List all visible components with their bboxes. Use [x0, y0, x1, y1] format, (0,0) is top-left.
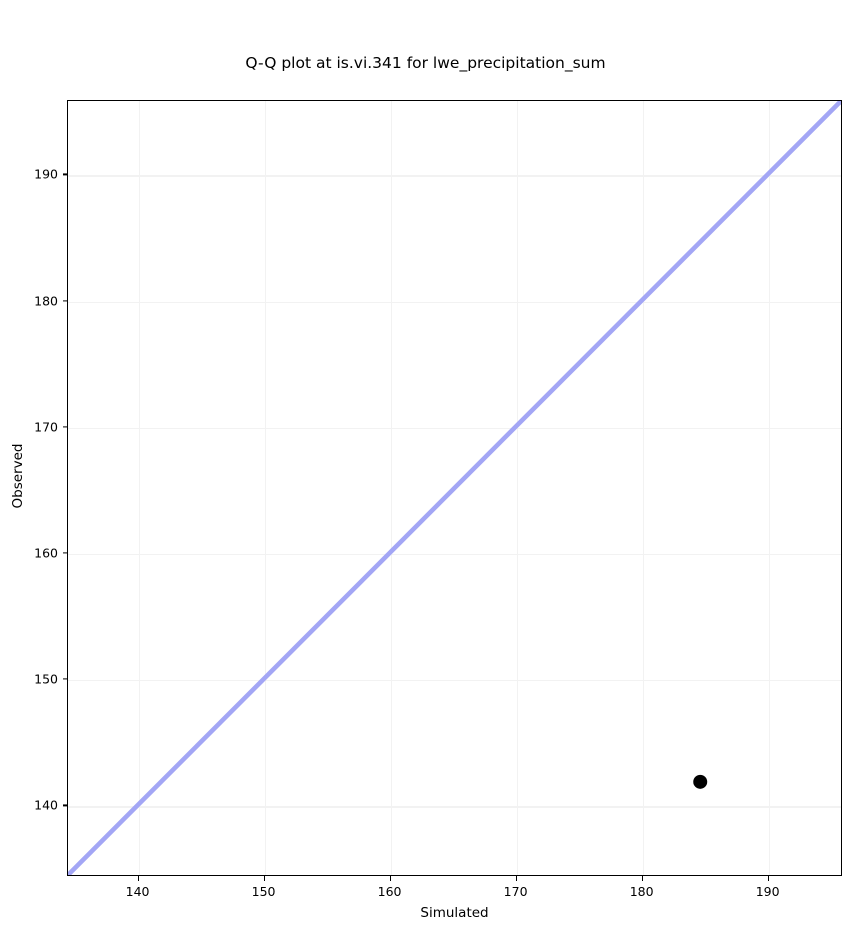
y-tick-mark — [62, 678, 67, 680]
y-tick-mark — [62, 804, 67, 806]
x-tick-labels: 140 150 160 170 180 190 — [67, 884, 842, 904]
gridline-horizontal — [68, 680, 841, 682]
x-tick-label: 150 — [251, 884, 276, 899]
y-tick-label: 150 — [34, 671, 58, 687]
y-tick-mark — [62, 173, 67, 176]
gridline-vertical — [390, 101, 392, 875]
scatter-points — [693, 774, 708, 789]
y-tick-labels: 140 150 160 170 180 190 — [0, 100, 58, 876]
one-to-one-line — [68, 101, 841, 875]
y-tick-mark — [62, 300, 67, 302]
x-tick-mark — [263, 876, 265, 881]
plot-area — [67, 100, 842, 876]
y-tick-mark — [62, 426, 67, 428]
y-axis-label: Observed — [10, 443, 26, 509]
x-tick-label: 170 — [503, 884, 528, 899]
x-tick-mark — [767, 876, 769, 881]
y-tick-marks — [0, 100, 67, 876]
x-tick-mark — [389, 876, 391, 881]
x-tick-label: 140 — [125, 884, 150, 899]
gridline-vertical — [138, 101, 140, 875]
gridline-vertical — [516, 101, 518, 875]
gridline-horizontal — [68, 175, 841, 177]
x-tick-mark — [137, 876, 139, 881]
x-tick-label: 160 — [377, 884, 402, 899]
reference-line-layer — [68, 101, 841, 875]
x-tick-label: 180 — [629, 884, 654, 899]
x-tick-mark — [641, 876, 643, 881]
x-axis-label: Simulated — [420, 905, 489, 921]
gridline-vertical — [264, 101, 266, 875]
x-tick-marks — [67, 876, 842, 882]
y-tick-label: 190 — [34, 166, 58, 182]
y-tick-label: 160 — [34, 545, 58, 561]
gridline-vertical — [768, 101, 770, 875]
y-tick-label: 170 — [34, 419, 58, 435]
gridline-horizontal — [68, 553, 841, 556]
y-tick-mark — [62, 552, 67, 554]
gridline-horizontal — [68, 806, 841, 808]
x-tick-label: 190 — [755, 884, 780, 899]
gridline-vertical — [642, 101, 644, 875]
chart-title-line-1: Q-Q plot at is.vi.341 for lwe_precipitat… — [245, 54, 606, 72]
grid-layer — [68, 101, 841, 875]
y-tick-label: 140 — [34, 797, 58, 813]
x-tick-mark — [515, 876, 517, 881]
y-tick-label: 180 — [34, 293, 58, 309]
gridline-horizontal — [68, 301, 841, 303]
data-point — [693, 774, 708, 789]
data-point-layer — [693, 774, 708, 789]
gridline-horizontal — [68, 427, 841, 430]
